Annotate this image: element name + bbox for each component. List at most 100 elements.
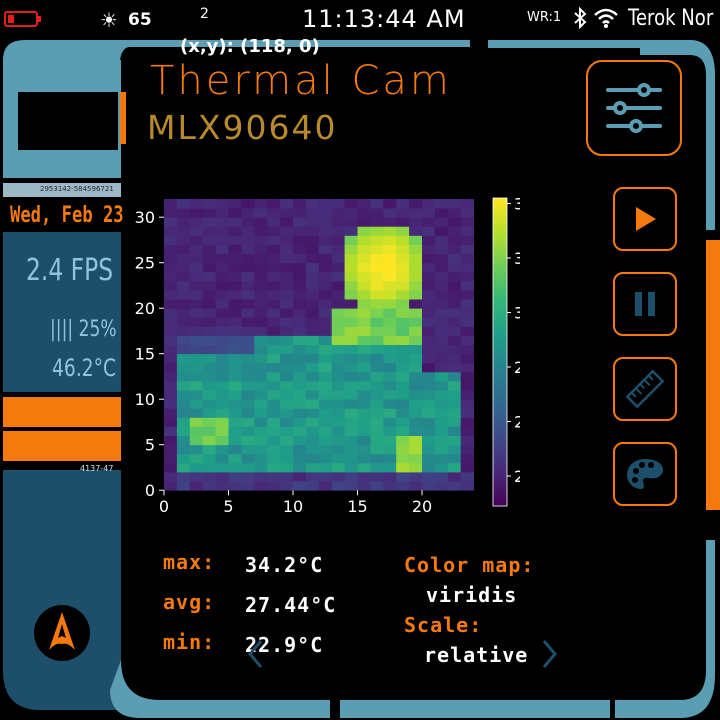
play-button[interactable] — [613, 187, 677, 251]
heatmap-cell — [164, 308, 178, 318]
heatmap-cell — [228, 417, 242, 427]
heatmap-cell — [293, 208, 307, 218]
heatmap-cell — [434, 299, 449, 309]
scale-next-chevron-icon[interactable] — [540, 638, 560, 670]
heatmap-cell — [228, 444, 242, 455]
heatmap-cell — [370, 362, 384, 373]
heatmap-cell — [280, 326, 294, 336]
heatmap-cell — [164, 408, 178, 418]
heatmap-cell — [318, 226, 333, 236]
heatmap-cell — [293, 435, 307, 446]
scale-prev-chevron-icon[interactable] — [245, 638, 265, 670]
heatmap-cell — [305, 271, 320, 282]
heatmap-cell — [409, 317, 423, 327]
heatmap-cell — [280, 335, 294, 345]
colorbar-gradient — [492, 197, 508, 507]
heatmap-cell — [280, 199, 294, 209]
heatmap-cell — [409, 208, 423, 218]
heatmap-cell — [434, 462, 449, 473]
heatmap-cell — [318, 262, 333, 273]
heatmap-cell — [241, 435, 255, 446]
heatmap-cell — [241, 453, 255, 464]
colorbar-tick-label: 26 — [514, 413, 520, 432]
palette-button[interactable] — [613, 442, 677, 506]
heatmap-cell — [331, 299, 345, 309]
heatmap-cell — [305, 290, 320, 300]
wifi-icon[interactable] — [593, 7, 619, 29]
heatmap-cell — [176, 326, 191, 336]
heatmap-cell — [409, 271, 423, 282]
heatmap-cell — [344, 253, 358, 264]
heatmap-cell — [305, 371, 320, 382]
bluetooth-icon[interactable] — [572, 6, 588, 30]
heatmap-cell — [241, 208, 255, 218]
heatmap-cell — [241, 290, 255, 300]
thermal-heatmap-chart[interactable]: 0 5 10 15 20 0 5 10 15 20 25 30 24 26 28 30 32 34 — [120, 190, 520, 540]
heatmap-cell — [447, 426, 462, 436]
heatmap-cell — [305, 481, 320, 491]
heatmap-cell — [228, 308, 242, 318]
heatmap-cell — [202, 453, 216, 464]
heatmap-cell — [176, 371, 191, 382]
heatmap-cell — [460, 253, 474, 264]
heatmap-cell — [409, 199, 423, 209]
heatmap-cell — [434, 326, 449, 336]
heatmap-cell — [241, 390, 255, 400]
heatmap-cell — [189, 217, 204, 227]
heatmap-cell — [447, 317, 462, 327]
heatmap-cell — [254, 262, 268, 273]
heatmap-cell — [318, 326, 333, 336]
scale-value[interactable]: relative — [424, 643, 529, 667]
heatmap-cell — [293, 335, 307, 345]
heatmap-cell — [434, 244, 449, 254]
heatmap-cell — [370, 226, 384, 236]
heatmap-cell — [215, 280, 229, 291]
heatmap-cell — [460, 371, 474, 382]
heatmap-cell — [189, 481, 204, 491]
heatmap-cell — [447, 381, 462, 391]
heatmap-cell — [383, 344, 397, 355]
heatmap-cell — [422, 235, 436, 245]
heatmap-cell — [383, 426, 397, 436]
heatmap-cell — [396, 208, 410, 218]
heatmap-cell — [383, 253, 397, 264]
colorbar: 24 26 28 30 32 34 — [492, 194, 520, 507]
heatmap-cell — [434, 217, 449, 227]
heatmap-cell — [228, 290, 242, 300]
heatmap-cell — [267, 271, 281, 282]
heatmap-cell — [383, 326, 397, 336]
heatmap-cell — [344, 299, 358, 309]
heatmap-cell — [241, 253, 255, 264]
heatmap-cell — [434, 399, 449, 409]
heatmap-grid — [164, 199, 474, 491]
heatmap-cell — [422, 199, 436, 209]
heatmap-cell — [460, 244, 474, 254]
heatmap-cell — [357, 317, 371, 327]
heatmap-cell — [202, 444, 216, 455]
measure-button[interactable] — [613, 357, 677, 421]
heatmap-cell — [176, 226, 191, 236]
heatmap-cell — [215, 217, 229, 227]
heatmap-cell — [164, 481, 178, 491]
heatmap-cell — [164, 217, 178, 227]
heatmap-cell — [409, 308, 423, 318]
heatmap-cell — [176, 235, 191, 245]
heatmap-cell — [305, 344, 320, 355]
heatmap-cell — [460, 308, 474, 318]
color-map-value[interactable]: viridis — [426, 583, 518, 607]
cursor-coordinates: (x,y): (118, 0) — [180, 36, 320, 57]
ruler-icon — [625, 369, 665, 409]
cpu-temperature: 46.2°C — [52, 354, 117, 382]
heatmap-cell — [422, 390, 436, 400]
heatmap-cell — [280, 399, 294, 409]
heatmap-cell — [422, 208, 436, 218]
pause-button[interactable] — [613, 272, 677, 336]
heatmap-cell — [460, 317, 474, 327]
heatmap-cell — [305, 235, 320, 245]
heatmap-cell — [189, 426, 204, 436]
heatmap-cell — [409, 290, 423, 300]
heatmap-cell — [280, 308, 294, 318]
heatmap-cell — [318, 317, 333, 327]
settings-button[interactable] — [586, 60, 682, 156]
heatmap-cell — [357, 290, 371, 300]
